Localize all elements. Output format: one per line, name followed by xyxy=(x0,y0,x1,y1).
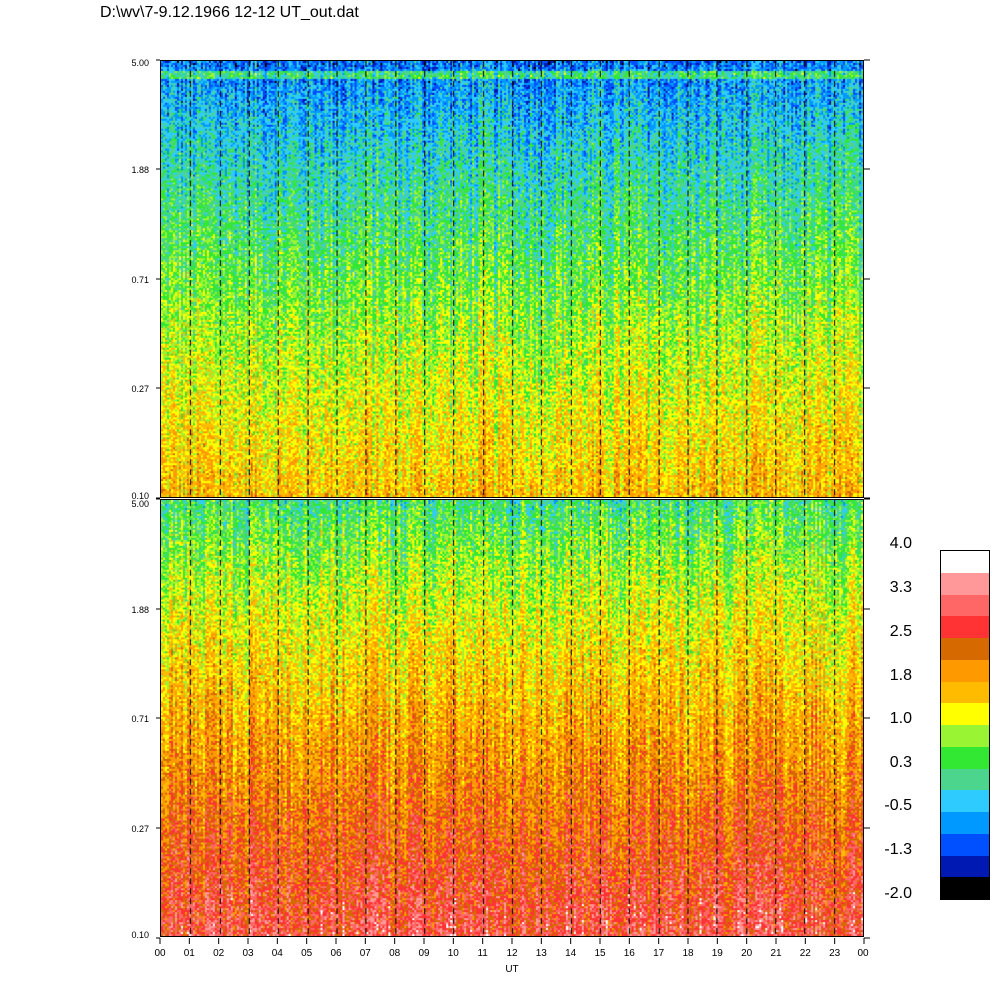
colorbar-label: 1.8 xyxy=(889,667,912,684)
colorbar-swatch xyxy=(941,616,989,639)
colorbar-label: 4.0 xyxy=(889,535,912,552)
colorbar-swatch xyxy=(941,746,989,769)
colorbar-label: 3.3 xyxy=(889,579,912,596)
colorbar-swatch xyxy=(941,681,989,704)
y-tick-label-bottom-0: 5.00 xyxy=(131,499,149,509)
spectrogram-bottom-canvas xyxy=(161,500,863,936)
y-tick-label-top-2: 0.71 xyxy=(131,275,149,285)
colorbar-label: -2.0 xyxy=(884,885,912,902)
colorbar-label: -0.5 xyxy=(884,797,912,814)
colorbar-swatch xyxy=(941,790,989,813)
colorbar-label: 2.5 xyxy=(889,623,912,640)
colorbar-label: 0.3 xyxy=(889,754,912,771)
x-tick-label: 21 xyxy=(770,948,782,959)
spectrogram-bottom xyxy=(160,499,864,937)
y-tick-label-bottom-1: 1.88 xyxy=(131,605,149,615)
x-tick-label: 14 xyxy=(565,948,577,959)
x-tick-label: 11 xyxy=(477,948,488,959)
x-axis-title: UT xyxy=(505,964,519,975)
colorbar-swatch xyxy=(941,572,989,595)
colorbar-label: 1.0 xyxy=(889,710,912,727)
x-tick-label: 13 xyxy=(535,948,547,959)
colorbar-swatch xyxy=(941,703,989,726)
colorbar-swatch xyxy=(941,594,989,617)
x-tick-label: 07 xyxy=(359,948,371,959)
x-tick-label: 20 xyxy=(741,948,753,959)
y-tick-label-bottom-4: 0.10 xyxy=(131,930,149,940)
colorbar-swatch xyxy=(941,833,989,856)
spectrogram-top-canvas xyxy=(161,61,863,497)
x-tick-label: 00 xyxy=(857,948,869,959)
y-tick-label-bottom-2: 0.71 xyxy=(131,714,149,724)
x-tick-label: 19 xyxy=(711,948,723,959)
x-tick-label: 12 xyxy=(506,948,518,959)
y-tick-label-top-1: 1.88 xyxy=(131,165,149,175)
y-tick-label-top-3: 0.27 xyxy=(131,384,149,394)
x-tick-label: 16 xyxy=(623,948,635,959)
x-tick-label: 06 xyxy=(330,948,342,959)
x-tick-label: 23 xyxy=(829,948,841,959)
chart-title: D:\wv\7-9.12.1966 12-12 UT_out.dat xyxy=(100,4,359,21)
x-tick-label: 05 xyxy=(301,948,313,959)
x-tick-label: 00 xyxy=(154,948,166,959)
colorbar-swatch xyxy=(941,725,989,748)
y-tick-label-top-4: 0.10 xyxy=(131,491,149,501)
x-tick-label: 18 xyxy=(682,948,694,959)
x-tick-label: 09 xyxy=(418,948,430,959)
colorbar-swatch xyxy=(941,551,989,574)
x-tick-label: 01 xyxy=(183,948,195,959)
x-tick-label: 04 xyxy=(271,948,283,959)
x-tick-label: 15 xyxy=(594,948,606,959)
colorbar xyxy=(940,550,990,900)
colorbar-swatch xyxy=(941,768,989,791)
x-tick-label: 02 xyxy=(213,948,225,959)
colorbar-swatch xyxy=(941,812,989,835)
y-tick-label-top-0: 5.00 xyxy=(131,58,149,68)
spectrogram-top xyxy=(160,60,864,498)
colorbar-swatch xyxy=(941,659,989,682)
y-tick-label-bottom-3: 0.27 xyxy=(131,824,149,834)
colorbar-label: -1.3 xyxy=(884,841,912,858)
x-tick-label: 17 xyxy=(653,948,665,959)
colorbar-swatch xyxy=(941,638,989,661)
colorbar-swatch xyxy=(941,877,989,900)
colorbar-swatch xyxy=(941,855,989,878)
x-tick-label: 22 xyxy=(799,948,811,959)
x-tick-label: 03 xyxy=(242,948,254,959)
x-tick-label: 10 xyxy=(447,948,459,959)
x-tick-label: 08 xyxy=(389,948,401,959)
